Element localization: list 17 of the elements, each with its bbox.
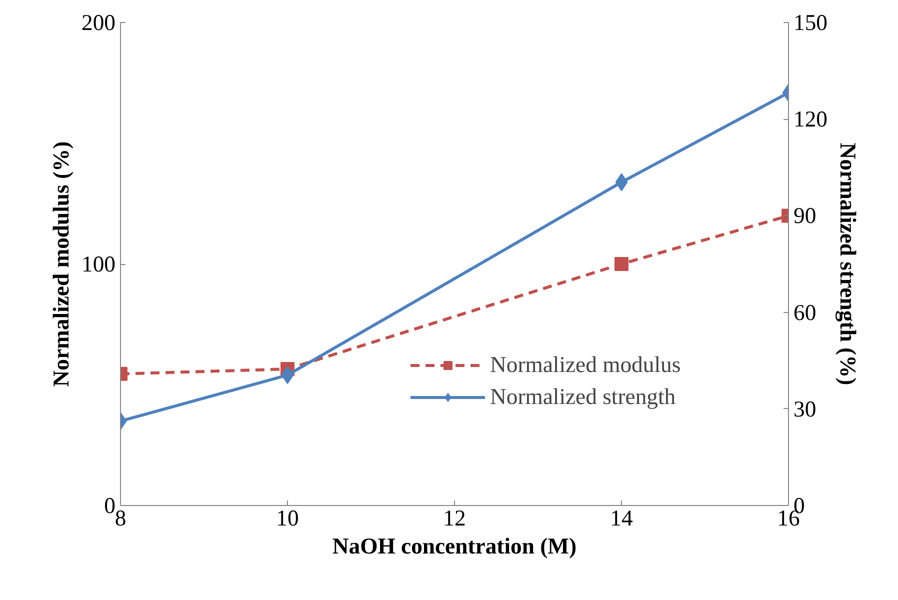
y-axis-title: Normalized modulus (%)	[48, 141, 74, 387]
legend-label: Normalized strength	[490, 384, 676, 410]
y-tick-label: 200	[82, 10, 116, 35]
legend-label: Normalized modulus	[490, 352, 681, 378]
x-tick-label: 10	[276, 506, 299, 530]
y2-tick-label: 90	[794, 203, 816, 228]
x-tick-label: 8	[114, 506, 126, 530]
y2-tick-label: 30	[794, 396, 816, 422]
y2-tick-label: 60	[794, 300, 816, 325]
y-tick-label: 100	[82, 252, 116, 276]
x-axis-title: NaOH concentration (M)	[332, 534, 577, 558]
x-tick-label: 12	[443, 506, 466, 530]
y2-tick-label: 150	[794, 10, 828, 35]
y2-tick-label: 120	[794, 106, 828, 132]
y2-axis-title: Normalized strength (%)	[835, 142, 860, 386]
y-tick-label: 0	[104, 493, 116, 518]
x-tick-label: 14	[610, 506, 633, 530]
